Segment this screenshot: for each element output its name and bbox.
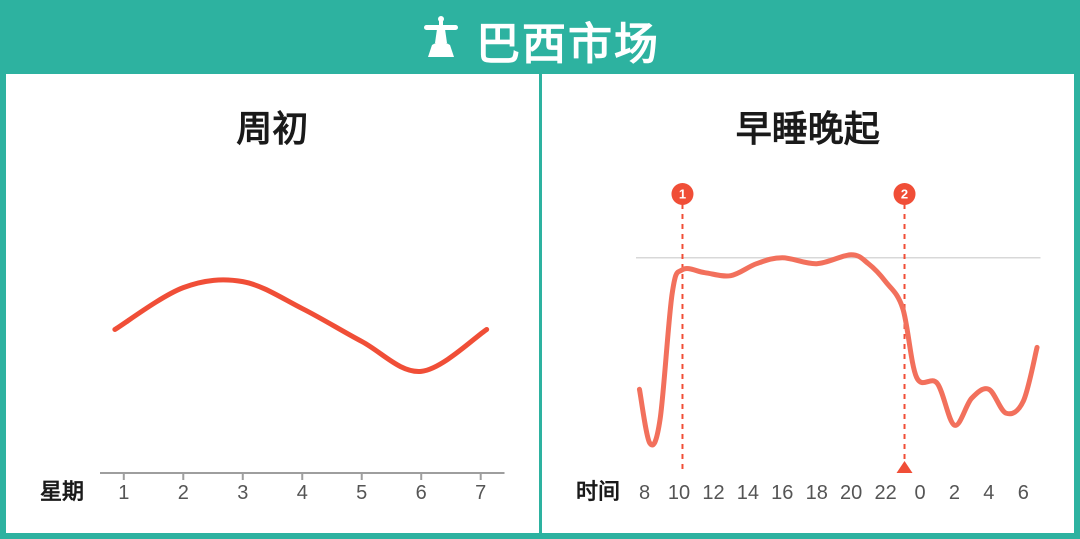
- svg-text:20: 20: [840, 482, 862, 504]
- left-chart: 1 2 3 4 5 6 7 星期: [30, 164, 515, 513]
- header-title: 巴西市场: [476, 8, 660, 72]
- svg-text:5: 5: [356, 482, 367, 504]
- svg-text:8: 8: [639, 482, 650, 504]
- svg-text:1: 1: [118, 482, 129, 504]
- svg-text:时间: 时间: [576, 479, 620, 504]
- svg-text:6: 6: [416, 482, 427, 504]
- svg-text:10: 10: [667, 482, 689, 504]
- infographic-frame: 巴西市场 周初 1234567星期 早睡晚起 81012141618202202…: [0, 0, 1080, 539]
- svg-text:3: 3: [237, 482, 248, 504]
- right-chart-title: 早睡晚起: [552, 100, 1065, 152]
- svg-text:2: 2: [948, 482, 959, 504]
- right-chart-wrap: 8101214161820220246时间12: [566, 164, 1051, 513]
- christ-statue-icon: [420, 15, 462, 66]
- svg-text:14: 14: [736, 482, 758, 504]
- svg-text:0: 0: [914, 482, 925, 504]
- svg-text:16: 16: [771, 482, 793, 504]
- right-chart: 8101214161820220246时间12: [566, 164, 1051, 513]
- svg-text:4: 4: [297, 482, 308, 504]
- svg-text:4: 4: [983, 482, 994, 504]
- left-chart-wrap: 1 2 3 4 5 6 7 星期: [30, 164, 515, 513]
- left-chart-title: 周初: [16, 100, 529, 152]
- svg-text:18: 18: [805, 482, 827, 504]
- svg-text:1: 1: [678, 187, 685, 202]
- svg-text:12: 12: [702, 482, 724, 504]
- panels-row: 周初 1234567星期 早睡晚起 8101214161820220246时间1…: [6, 74, 1074, 533]
- header-bar: 巴西市场: [6, 6, 1074, 74]
- svg-text:星期: 星期: [40, 479, 84, 504]
- svg-text:2: 2: [178, 482, 189, 504]
- svg-text:2: 2: [900, 187, 907, 202]
- svg-text:7: 7: [475, 482, 486, 504]
- svg-text:22: 22: [874, 482, 896, 504]
- svg-text:6: 6: [1017, 482, 1028, 504]
- panel-left: 周初 1 2 3 4 5 6 7 星期: [6, 74, 539, 533]
- panel-right: 早睡晚起 8101214161820220246时间12: [539, 74, 1075, 533]
